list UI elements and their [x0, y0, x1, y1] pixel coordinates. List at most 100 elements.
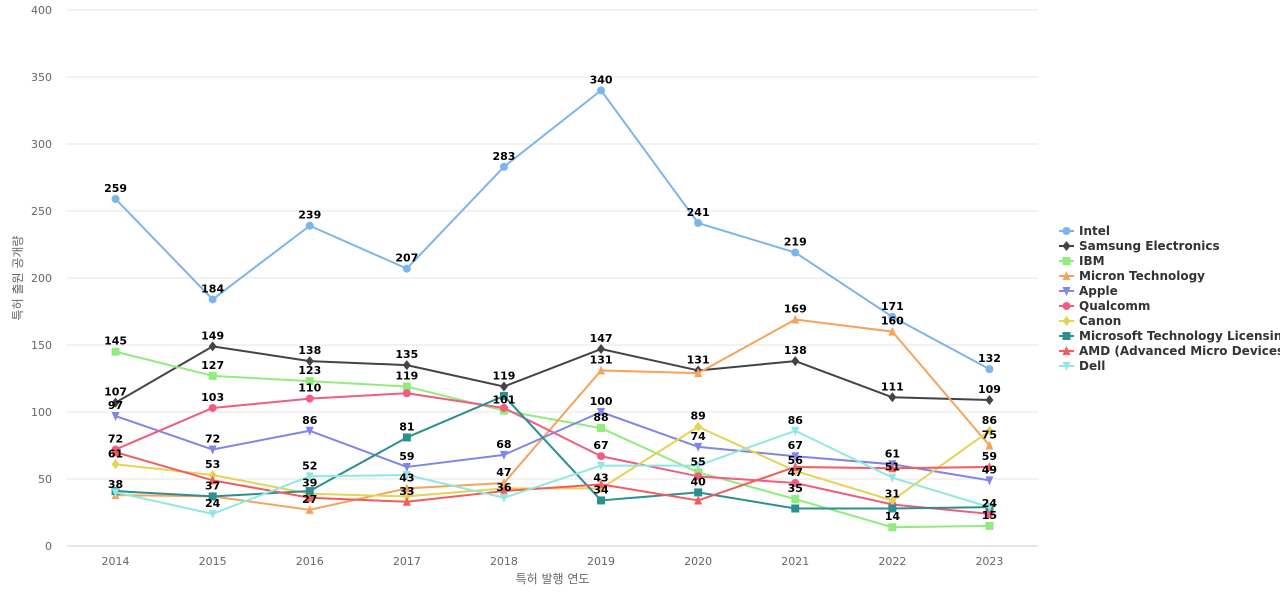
legend-marker: [1062, 227, 1071, 235]
x-tick-label: 2020: [684, 555, 712, 568]
y-tick-label: 200: [31, 272, 52, 285]
data-label: 53: [205, 458, 220, 471]
data-point: [888, 392, 897, 403]
data-point: [888, 495, 897, 506]
x-tick-label: 2021: [781, 555, 809, 568]
data-point: [111, 447, 120, 457]
x-tick-label: 2014: [102, 555, 130, 568]
data-point: [791, 479, 800, 488]
data-label: 138: [784, 344, 807, 357]
data-label: 35: [788, 482, 803, 495]
data-point: [985, 476, 994, 486]
data-label: 101: [492, 394, 515, 407]
data-label: 110: [298, 382, 321, 395]
data-label: 52: [302, 459, 317, 472]
data-label: 100: [590, 395, 613, 408]
legend-item[interactable]: Intel: [1059, 224, 1110, 238]
data-point: [305, 487, 314, 496]
y-tick-label: 350: [31, 71, 52, 84]
data-label: 75: [982, 429, 997, 442]
legend-label: Micron Technology: [1079, 269, 1205, 283]
data-point: [791, 504, 800, 513]
data-label: 55: [690, 455, 705, 468]
data-point: [597, 424, 606, 433]
data-point: [597, 461, 606, 471]
data-label: 15: [982, 509, 997, 522]
data-point: [111, 347, 120, 356]
data-label: 61: [885, 447, 900, 460]
data-label: 24: [982, 497, 998, 510]
legend-item[interactable]: Microsoft Technology Licensing: [1059, 329, 1280, 343]
data-point: [888, 523, 897, 532]
data-label: 33: [399, 485, 414, 498]
data-point: [402, 360, 411, 371]
y-tick-label: 400: [31, 4, 52, 17]
data-label: 36: [496, 481, 512, 494]
x-axis: 2014 2015 2016 2017 2018 2019 2020 2021 2022 2023: [102, 555, 1004, 568]
data-label: 107: [104, 386, 127, 399]
legend-item[interactable]: Samsung Electronics: [1059, 239, 1220, 253]
data-label: 340: [590, 73, 613, 86]
legend-item[interactable]: Canon: [1059, 314, 1121, 328]
legend-label: Canon: [1079, 314, 1121, 328]
data-label: 145: [104, 335, 127, 348]
legend-marker: [1062, 287, 1071, 296]
legend-marker: [1062, 241, 1071, 251]
series-dell: [111, 426, 994, 519]
data-point: [305, 377, 314, 386]
y-tick-label: 50: [38, 473, 52, 486]
data-point: [985, 365, 994, 374]
data-label: 119: [492, 370, 515, 383]
legend-marker: [1062, 271, 1071, 280]
data-label: 86: [788, 414, 804, 427]
data-point: [888, 463, 897, 473]
data-point: [111, 459, 120, 470]
legend-marker: [1062, 362, 1071, 371]
data-point: [208, 371, 217, 380]
data-point: [208, 403, 217, 412]
data-label: 59: [399, 450, 414, 463]
data-label: 31: [885, 487, 900, 500]
data-label: 56: [788, 454, 804, 467]
data-label: 47: [496, 466, 511, 479]
legend-label: Apple: [1079, 284, 1118, 298]
series-line: [115, 392, 990, 515]
data-point: [597, 344, 606, 355]
series-line: [115, 411, 990, 482]
legend-item[interactable]: AMD (Advanced Micro Devices): [1059, 344, 1280, 358]
data-point: [208, 475, 217, 485]
data-label: 111: [881, 380, 904, 393]
legend-item[interactable]: Dell: [1059, 359, 1105, 373]
data-label: 239: [298, 209, 321, 222]
legend-item[interactable]: Qualcomm: [1059, 299, 1150, 313]
data-point: [111, 194, 120, 203]
x-tick-label: 2023: [975, 555, 1003, 568]
legend-marker: [1062, 316, 1071, 326]
legend-marker: [1062, 346, 1071, 355]
data-label: 34: [593, 483, 609, 496]
data-point: [111, 397, 120, 408]
data-point: [888, 504, 897, 513]
series-microsoft-technology-licensing: [111, 391, 994, 513]
data-point: [694, 461, 703, 471]
series-line: [115, 345, 990, 404]
legend-item[interactable]: Apple: [1059, 284, 1118, 298]
data-point: [694, 472, 703, 481]
data-point: [499, 493, 508, 503]
data-point: [791, 495, 800, 504]
data-point: [499, 403, 508, 412]
legend-item[interactable]: Micron Technology: [1059, 269, 1205, 283]
data-label: 59: [982, 450, 997, 463]
series-group: [111, 86, 994, 532]
data-label: 184: [201, 282, 224, 295]
data-label: 86: [302, 414, 318, 427]
data-point: [305, 221, 314, 230]
data-point: [499, 486, 508, 496]
data-label: 259: [104, 182, 127, 195]
data-label: 207: [395, 252, 418, 265]
legend-item[interactable]: IBM: [1059, 254, 1105, 268]
data-point: [597, 452, 606, 461]
legend-label: Intel: [1079, 224, 1110, 238]
